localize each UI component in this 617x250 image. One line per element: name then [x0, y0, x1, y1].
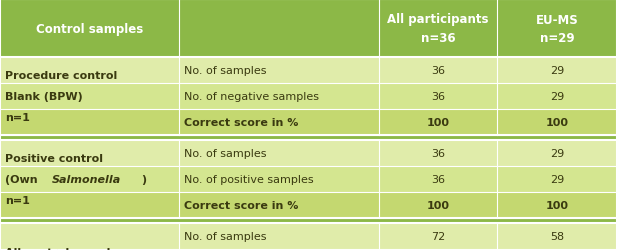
Bar	[0, 192, 179, 218]
Text: No. of positive samples: No. of positive samples	[184, 174, 313, 184]
Bar	[179, 84, 379, 110]
Bar	[379, 0, 497, 58]
Bar	[379, 249, 497, 250]
Bar	[497, 84, 617, 110]
Text: Control samples: Control samples	[36, 22, 143, 35]
Bar	[179, 192, 379, 218]
Bar	[179, 136, 379, 140]
Text: 100: 100	[426, 200, 450, 210]
Text: Blank (BPW): Blank (BPW)	[5, 92, 83, 102]
Text: 36: 36	[431, 174, 445, 184]
Bar	[0, 218, 179, 223]
Bar	[497, 249, 617, 250]
Bar	[497, 140, 617, 166]
Bar	[379, 84, 497, 110]
Bar	[179, 110, 379, 136]
Text: All participants
n=36: All participants n=36	[387, 14, 489, 44]
Text: Positive control: Positive control	[5, 154, 103, 164]
Bar	[497, 166, 617, 192]
Bar	[497, 0, 617, 58]
Text: All control samples: All control samples	[5, 246, 125, 250]
Bar	[179, 223, 379, 249]
Text: 36: 36	[431, 92, 445, 102]
Text: 100: 100	[426, 118, 450, 128]
Text: 29: 29	[550, 174, 564, 184]
Bar	[379, 136, 497, 140]
Text: 29: 29	[550, 148, 564, 158]
Bar	[179, 249, 379, 250]
Bar	[0, 136, 179, 140]
Text: n=1: n=1	[5, 112, 30, 122]
Bar	[0, 140, 179, 166]
Text: 29: 29	[550, 66, 564, 76]
Text: Salmonella: Salmonella	[52, 174, 122, 184]
Bar	[0, 223, 179, 249]
Bar	[0, 249, 179, 250]
Bar	[0, 0, 179, 58]
Text: No. of samples: No. of samples	[184, 66, 267, 76]
Bar	[179, 58, 379, 84]
Bar	[0, 58, 179, 84]
Bar	[0, 166, 179, 192]
Text: 29: 29	[550, 92, 564, 102]
Bar	[179, 0, 379, 58]
Bar	[179, 218, 379, 223]
Bar	[497, 223, 617, 249]
Text: 100: 100	[545, 118, 568, 128]
Text: EU-MS
n=29: EU-MS n=29	[536, 14, 578, 44]
Bar	[497, 192, 617, 218]
Bar	[497, 218, 617, 223]
Bar	[379, 218, 497, 223]
Text: 36: 36	[431, 66, 445, 76]
Bar	[179, 166, 379, 192]
Text: 100: 100	[545, 200, 568, 210]
Text: Correct score in %: Correct score in %	[184, 200, 298, 210]
Bar	[379, 110, 497, 136]
Bar	[497, 110, 617, 136]
Bar	[379, 192, 497, 218]
Bar	[497, 136, 617, 140]
Text: No. of samples: No. of samples	[184, 148, 267, 158]
Text: No. of samples: No. of samples	[184, 231, 267, 241]
Text: No. of negative samples: No. of negative samples	[184, 92, 319, 102]
Text: n=1: n=1	[5, 195, 30, 205]
Text: (Own: (Own	[5, 174, 41, 184]
Text: 58: 58	[550, 231, 564, 241]
Text: ): )	[141, 174, 147, 184]
Text: Procedure control: Procedure control	[5, 71, 117, 81]
Bar	[379, 223, 497, 249]
Text: 72: 72	[431, 231, 445, 241]
Bar	[179, 140, 379, 166]
Bar	[0, 84, 179, 110]
Text: Correct score in %: Correct score in %	[184, 118, 298, 128]
Bar	[379, 166, 497, 192]
Bar	[379, 58, 497, 84]
Bar	[379, 140, 497, 166]
Bar	[497, 58, 617, 84]
Bar	[0, 110, 179, 136]
Text: 36: 36	[431, 148, 445, 158]
